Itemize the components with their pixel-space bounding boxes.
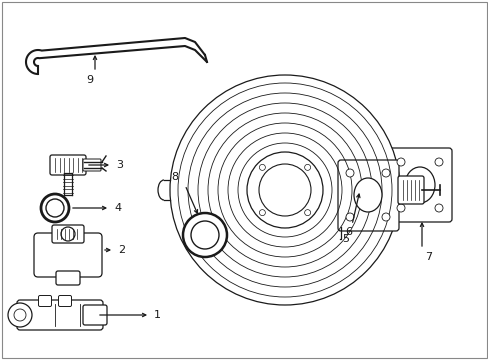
Circle shape	[396, 158, 404, 166]
Circle shape	[381, 169, 389, 177]
FancyBboxPatch shape	[337, 160, 398, 231]
FancyBboxPatch shape	[39, 296, 51, 306]
Ellipse shape	[404, 167, 434, 203]
Circle shape	[346, 213, 353, 221]
Circle shape	[304, 165, 310, 170]
Text: 5: 5	[341, 234, 348, 244]
FancyBboxPatch shape	[34, 233, 102, 277]
FancyBboxPatch shape	[387, 148, 451, 222]
FancyBboxPatch shape	[50, 155, 86, 175]
Circle shape	[259, 164, 310, 216]
Circle shape	[434, 158, 442, 166]
Text: 9: 9	[86, 75, 93, 85]
Circle shape	[246, 152, 323, 228]
Text: 3: 3	[116, 160, 123, 170]
FancyBboxPatch shape	[83, 305, 107, 325]
Text: 2: 2	[118, 245, 125, 255]
Text: 8: 8	[171, 172, 178, 182]
FancyBboxPatch shape	[397, 176, 423, 204]
Text: 6: 6	[345, 227, 352, 237]
FancyBboxPatch shape	[56, 271, 80, 285]
Text: 4: 4	[114, 203, 121, 213]
Circle shape	[46, 199, 64, 217]
Circle shape	[14, 309, 26, 321]
Ellipse shape	[353, 178, 381, 212]
Circle shape	[61, 227, 75, 241]
Circle shape	[381, 213, 389, 221]
Circle shape	[170, 75, 399, 305]
Circle shape	[183, 213, 226, 257]
FancyBboxPatch shape	[17, 300, 103, 330]
Text: 7: 7	[424, 252, 431, 262]
Circle shape	[259, 210, 265, 216]
Circle shape	[8, 303, 32, 327]
Circle shape	[304, 210, 310, 216]
Circle shape	[191, 221, 219, 249]
Text: 1: 1	[154, 310, 161, 320]
Circle shape	[396, 204, 404, 212]
Circle shape	[259, 165, 265, 170]
FancyBboxPatch shape	[59, 296, 71, 306]
FancyBboxPatch shape	[83, 159, 101, 171]
Circle shape	[434, 204, 442, 212]
FancyBboxPatch shape	[52, 225, 84, 243]
Circle shape	[346, 169, 353, 177]
Circle shape	[41, 194, 69, 222]
